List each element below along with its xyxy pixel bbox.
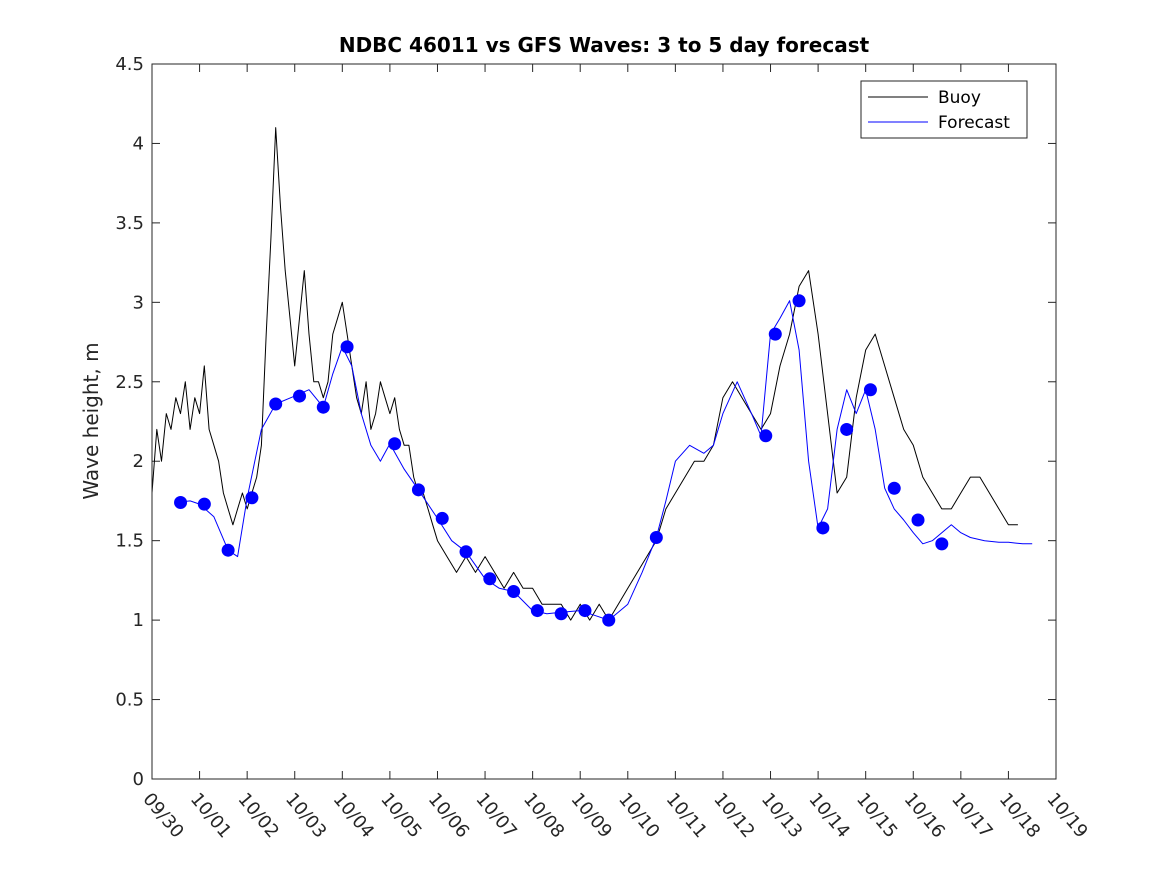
forecast-point bbox=[174, 496, 188, 510]
forecast-point bbox=[292, 389, 306, 403]
y-tick-label: 2 bbox=[133, 451, 144, 472]
forecast-point bbox=[768, 327, 782, 341]
forecast-point bbox=[554, 607, 568, 621]
forecast-point bbox=[221, 543, 235, 557]
plot-area bbox=[152, 64, 1056, 779]
forecast-point bbox=[649, 530, 663, 544]
series-layer bbox=[151, 127, 1033, 627]
forecast-point bbox=[411, 483, 425, 497]
legend-box bbox=[860, 80, 1028, 139]
y-tick-label: 0 bbox=[133, 769, 144, 790]
forecast-point bbox=[388, 437, 402, 451]
y-tick-label: 1 bbox=[133, 610, 144, 631]
forecast-point bbox=[887, 481, 901, 495]
forecast-point bbox=[863, 383, 877, 397]
forecast-point bbox=[316, 400, 330, 414]
forecast-point bbox=[911, 513, 925, 527]
forecast-point bbox=[578, 604, 592, 618]
forecast-point bbox=[435, 511, 449, 525]
legend-forecast-label: Forecast bbox=[938, 113, 1010, 133]
forecast-point bbox=[792, 294, 806, 308]
forecast-point bbox=[530, 604, 544, 618]
y-axis-label: Wave height, m bbox=[79, 342, 103, 499]
y-tick-label: 0.5 bbox=[115, 690, 144, 711]
y-tick-label: 2.5 bbox=[115, 372, 144, 393]
forecast-point bbox=[602, 613, 616, 627]
forecast-point bbox=[197, 497, 211, 511]
y-tick-label: 3.5 bbox=[115, 213, 144, 234]
forecast-point bbox=[245, 491, 259, 505]
forecast-point bbox=[935, 537, 949, 551]
forecast-point bbox=[459, 545, 473, 559]
y-tick-label: 1.5 bbox=[115, 531, 144, 552]
buoy-line bbox=[151, 127, 1018, 621]
y-tick-label: 3 bbox=[133, 292, 144, 313]
legend: Buoy Forecast bbox=[860, 80, 1028, 139]
forecast-point bbox=[759, 429, 773, 443]
forecast-point bbox=[483, 572, 497, 586]
forecast-point bbox=[340, 340, 354, 354]
forecast-point bbox=[816, 521, 830, 535]
chart-title: NDBC 46011 vs GFS Waves: 3 to 5 day fore… bbox=[339, 33, 870, 57]
forecast-point bbox=[269, 397, 283, 411]
y-tick-label: 4.5 bbox=[115, 54, 144, 75]
forecast-point bbox=[840, 422, 854, 436]
legend-buoy-label: Buoy bbox=[938, 88, 981, 108]
forecast-point bbox=[507, 585, 521, 599]
plot-frame bbox=[151, 63, 1057, 780]
y-tick-label: 4 bbox=[133, 133, 144, 154]
